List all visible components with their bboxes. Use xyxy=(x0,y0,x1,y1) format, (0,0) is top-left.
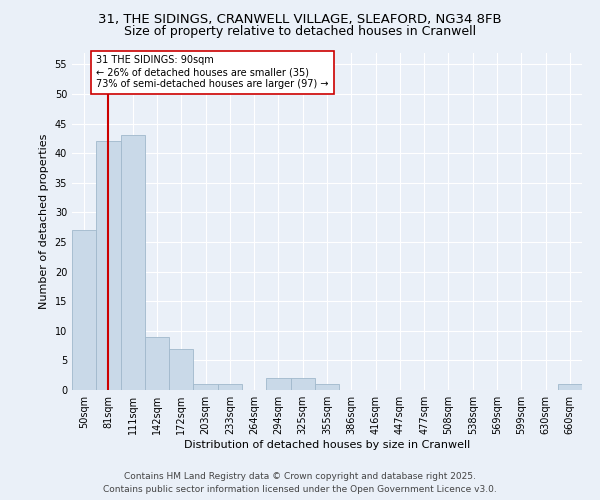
Text: Size of property relative to detached houses in Cranwell: Size of property relative to detached ho… xyxy=(124,25,476,38)
X-axis label: Distribution of detached houses by size in Cranwell: Distribution of detached houses by size … xyxy=(184,440,470,450)
Bar xyxy=(558,384,582,390)
Bar xyxy=(266,378,290,390)
Bar xyxy=(315,384,339,390)
Text: 31, THE SIDINGS, CRANWELL VILLAGE, SLEAFORD, NG34 8FB: 31, THE SIDINGS, CRANWELL VILLAGE, SLEAF… xyxy=(98,12,502,26)
Text: 31 THE SIDINGS: 90sqm
← 26% of detached houses are smaller (35)
73% of semi-deta: 31 THE SIDINGS: 90sqm ← 26% of detached … xyxy=(96,56,329,88)
Bar xyxy=(96,142,121,390)
Y-axis label: Number of detached properties: Number of detached properties xyxy=(39,134,49,309)
Bar xyxy=(145,336,169,390)
Bar xyxy=(218,384,242,390)
Bar xyxy=(169,348,193,390)
Text: Contains HM Land Registry data © Crown copyright and database right 2025.
Contai: Contains HM Land Registry data © Crown c… xyxy=(103,472,497,494)
Bar xyxy=(121,136,145,390)
Bar xyxy=(193,384,218,390)
Bar xyxy=(290,378,315,390)
Bar xyxy=(72,230,96,390)
